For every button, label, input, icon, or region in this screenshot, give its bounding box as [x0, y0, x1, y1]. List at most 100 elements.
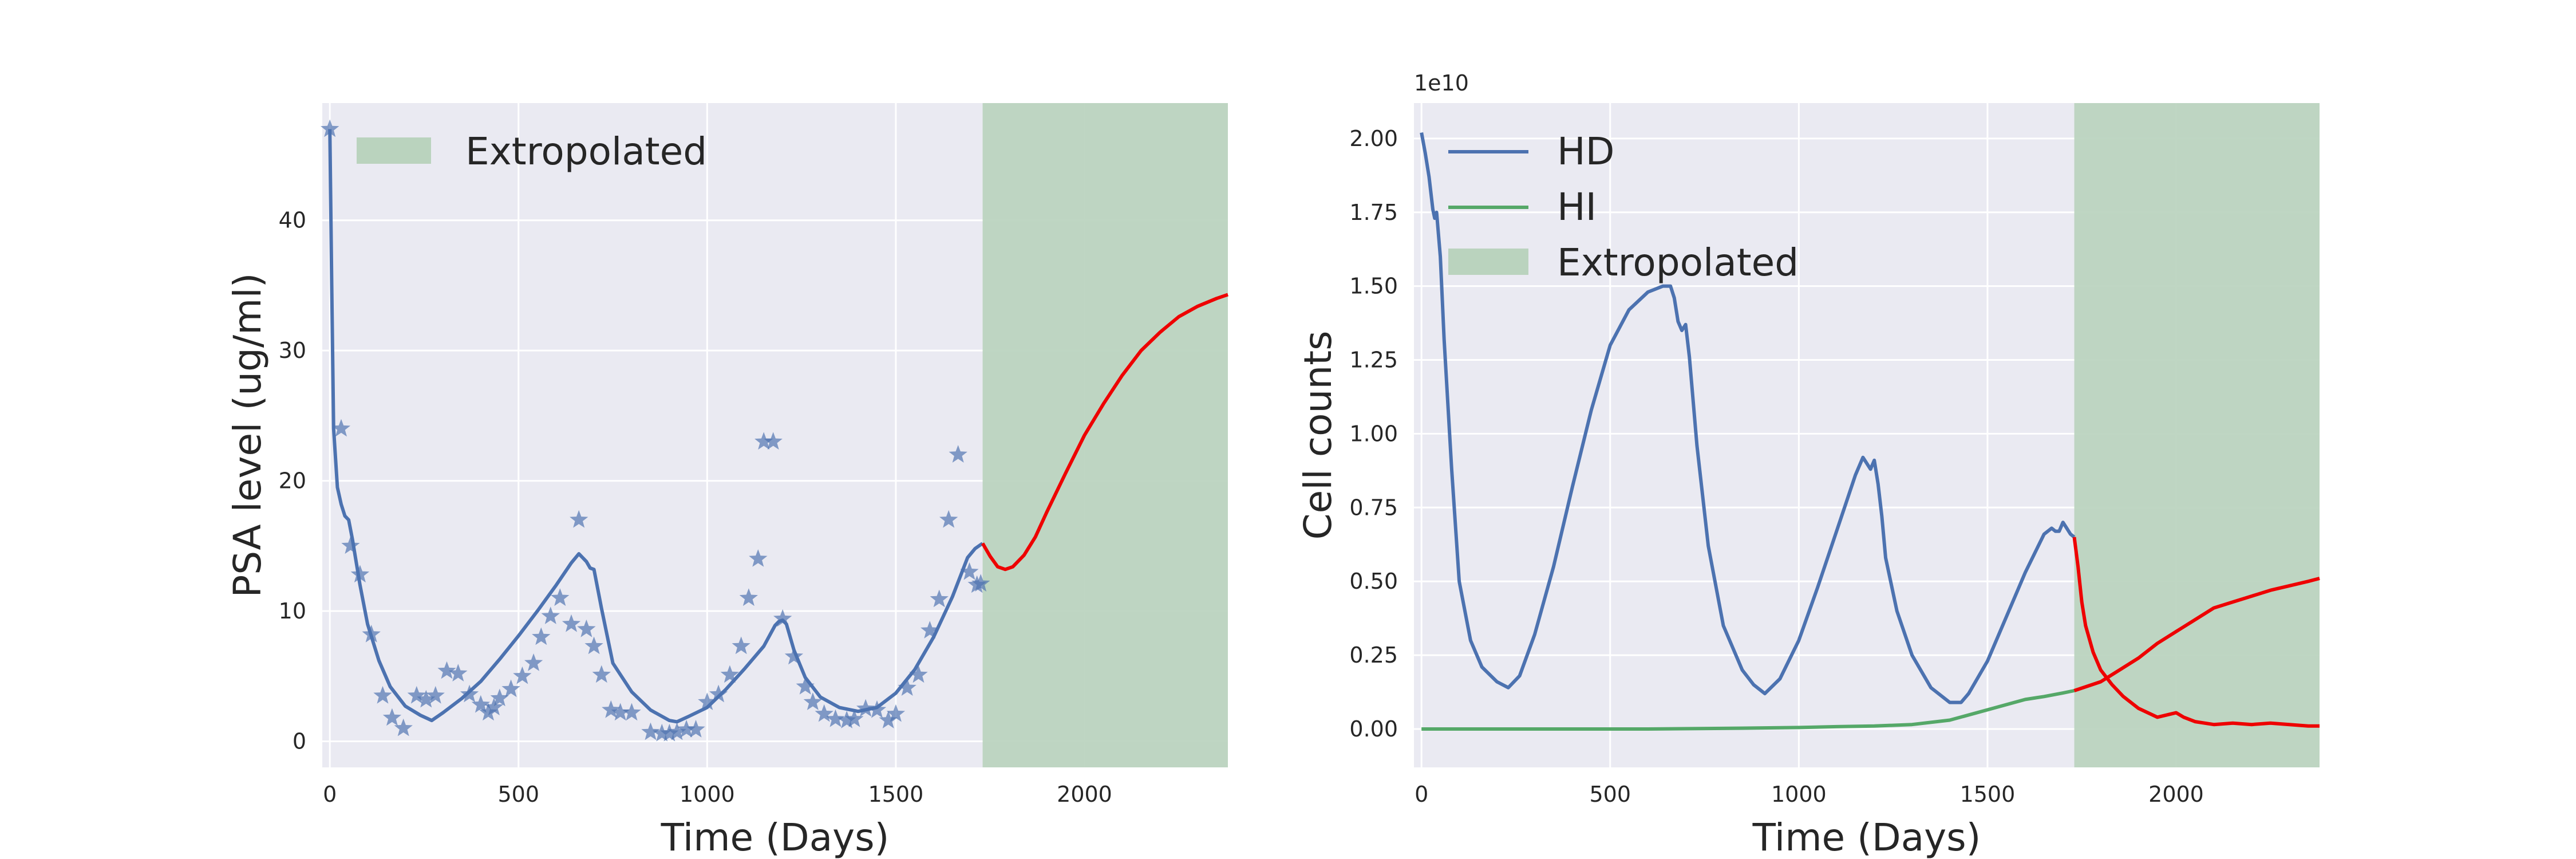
extrapolated-psa-line	[981, 293, 1228, 572]
legend-label-hd: HD	[1557, 129, 1614, 174]
hd-extrapolated-line	[2072, 537, 2320, 728]
hd-line	[1420, 132, 2076, 704]
cell-count-chart-panel: 0 500 1000 1500 2000 0.00 0.25 0.50 0.75 1.00 1.2…	[1296, 70, 2320, 859]
psa-observation-point	[971, 574, 990, 592]
psa-observation-point	[602, 700, 621, 718]
psa-observation-point	[749, 549, 768, 567]
psa-observation-point	[960, 562, 979, 580]
psa-observation-point	[709, 684, 728, 703]
psa-observation-point	[739, 588, 758, 606]
psa-observation-point	[449, 664, 468, 681]
psa-observation-point	[341, 536, 360, 554]
psa-observation-point	[930, 589, 949, 608]
y-tick-labels: 0.00 0.25 0.50 0.75 1.00 1.25 1.50 1.75 2.00	[1349, 126, 1398, 742]
psa-observation-point	[562, 614, 581, 632]
x-tick-label: 500	[1590, 782, 1631, 807]
psa-observation-point	[773, 609, 792, 627]
psa-observation-point	[845, 709, 864, 727]
y-tick-label: 1.25	[1349, 348, 1398, 373]
legend: HD HI Extropolated	[1448, 129, 1799, 285]
hi-extrapolated-line	[2073, 577, 2320, 692]
psa-observation-point	[949, 445, 967, 463]
x-tick-label: 1500	[868, 782, 924, 807]
x-tick-label: 1000	[679, 782, 735, 807]
psa-observation-point	[732, 636, 750, 655]
psa-observation-point	[686, 720, 705, 738]
x-tick-label: 1000	[1771, 782, 1827, 807]
psa-observation-point	[677, 720, 696, 738]
psa-observation-point	[350, 565, 370, 583]
psa-observation-point	[826, 709, 845, 727]
psa-observation-point	[837, 711, 856, 728]
psa-observation-point	[490, 688, 509, 707]
psa-observation-point	[754, 432, 773, 450]
extrapolated-region	[982, 103, 1228, 767]
psa-observation-point	[484, 698, 504, 716]
psa-observation-point	[611, 703, 630, 721]
psa-observation-point	[764, 432, 783, 450]
psa-observation-point	[622, 703, 641, 721]
x-tick-label: 2000	[2148, 782, 2204, 807]
psa-observation-point	[570, 510, 588, 528]
psa-observation-point	[698, 692, 717, 710]
y-tick-label: 1.75	[1349, 200, 1398, 225]
y-axis-label: PSA level (ug/ml)	[226, 273, 270, 597]
psa-observation-point	[886, 704, 906, 722]
psa-observation-point	[541, 606, 560, 624]
psa-observation-point	[898, 678, 916, 696]
psa-observation-point	[394, 718, 413, 736]
y-tick-labels: 0 10 20 30 40	[279, 208, 306, 754]
x-tick-labels: 0 500 1000 1500 2000	[323, 782, 1112, 807]
psa-observation-point	[667, 722, 686, 740]
x-tick-label: 2000	[1057, 782, 1112, 807]
y-axis-offset: 1e10	[1414, 70, 1469, 96]
y-tick-label: 0.50	[1349, 569, 1398, 594]
x-axis-label: Time (Days)	[1752, 815, 1981, 859]
model-psa-line	[328, 129, 984, 724]
x-axis-label: Time (Days)	[661, 815, 890, 859]
y-tick-label: 0.25	[1349, 643, 1398, 668]
psa-observation-point	[879, 711, 898, 728]
psa-observation-point	[803, 692, 823, 710]
psa-observation-point	[551, 588, 570, 606]
x-tick-label: 0	[323, 782, 337, 807]
psa-observation-point	[720, 665, 740, 683]
psa-observation-point	[592, 665, 611, 683]
psa-observation-point	[577, 619, 596, 637]
psa-observation-point	[437, 661, 456, 679]
legend-swatch-extrapolated	[357, 137, 431, 164]
legend-swatch-extrapolated	[1448, 249, 1528, 275]
psa-observation-point	[373, 685, 392, 704]
psa-observation-point	[660, 723, 679, 742]
y-axis-label: Cell counts	[1296, 331, 1340, 540]
x-tick-label: 1500	[1960, 782, 2016, 807]
y-tick-label: 1.50	[1349, 274, 1398, 299]
psa-observation-point	[479, 703, 498, 721]
legend-label-hi: HI	[1557, 185, 1597, 229]
psa-observation-point	[321, 119, 339, 137]
legend-label-extrapolated: Extropolated	[465, 129, 707, 174]
x-tick-label: 500	[498, 782, 540, 807]
psa-observation-point	[920, 621, 939, 639]
psa-observation-point	[513, 666, 532, 684]
psa-observation-point	[471, 695, 490, 713]
psa-observation-point	[909, 665, 928, 683]
x-tick-label: 0	[1415, 782, 1428, 807]
y-tick-label: 10	[279, 598, 306, 624]
y-tick-label: 0	[293, 729, 306, 754]
y-tick-label: 2.00	[1349, 126, 1398, 151]
psa-observation-point	[653, 723, 671, 742]
y-tick-label: 1.00	[1349, 421, 1398, 446]
psa-observation-point	[501, 679, 520, 698]
y-tick-label: 20	[279, 468, 306, 494]
y-tick-label: 0.00	[1349, 716, 1398, 742]
psa-observation-point	[426, 685, 445, 704]
psa-observation-point	[784, 647, 804, 665]
psa-observation-point	[815, 704, 833, 722]
hi-line	[1421, 689, 2075, 731]
psa-observation-point	[532, 627, 551, 645]
psa-observation-point	[856, 699, 875, 717]
psa-observation-point	[796, 677, 815, 695]
